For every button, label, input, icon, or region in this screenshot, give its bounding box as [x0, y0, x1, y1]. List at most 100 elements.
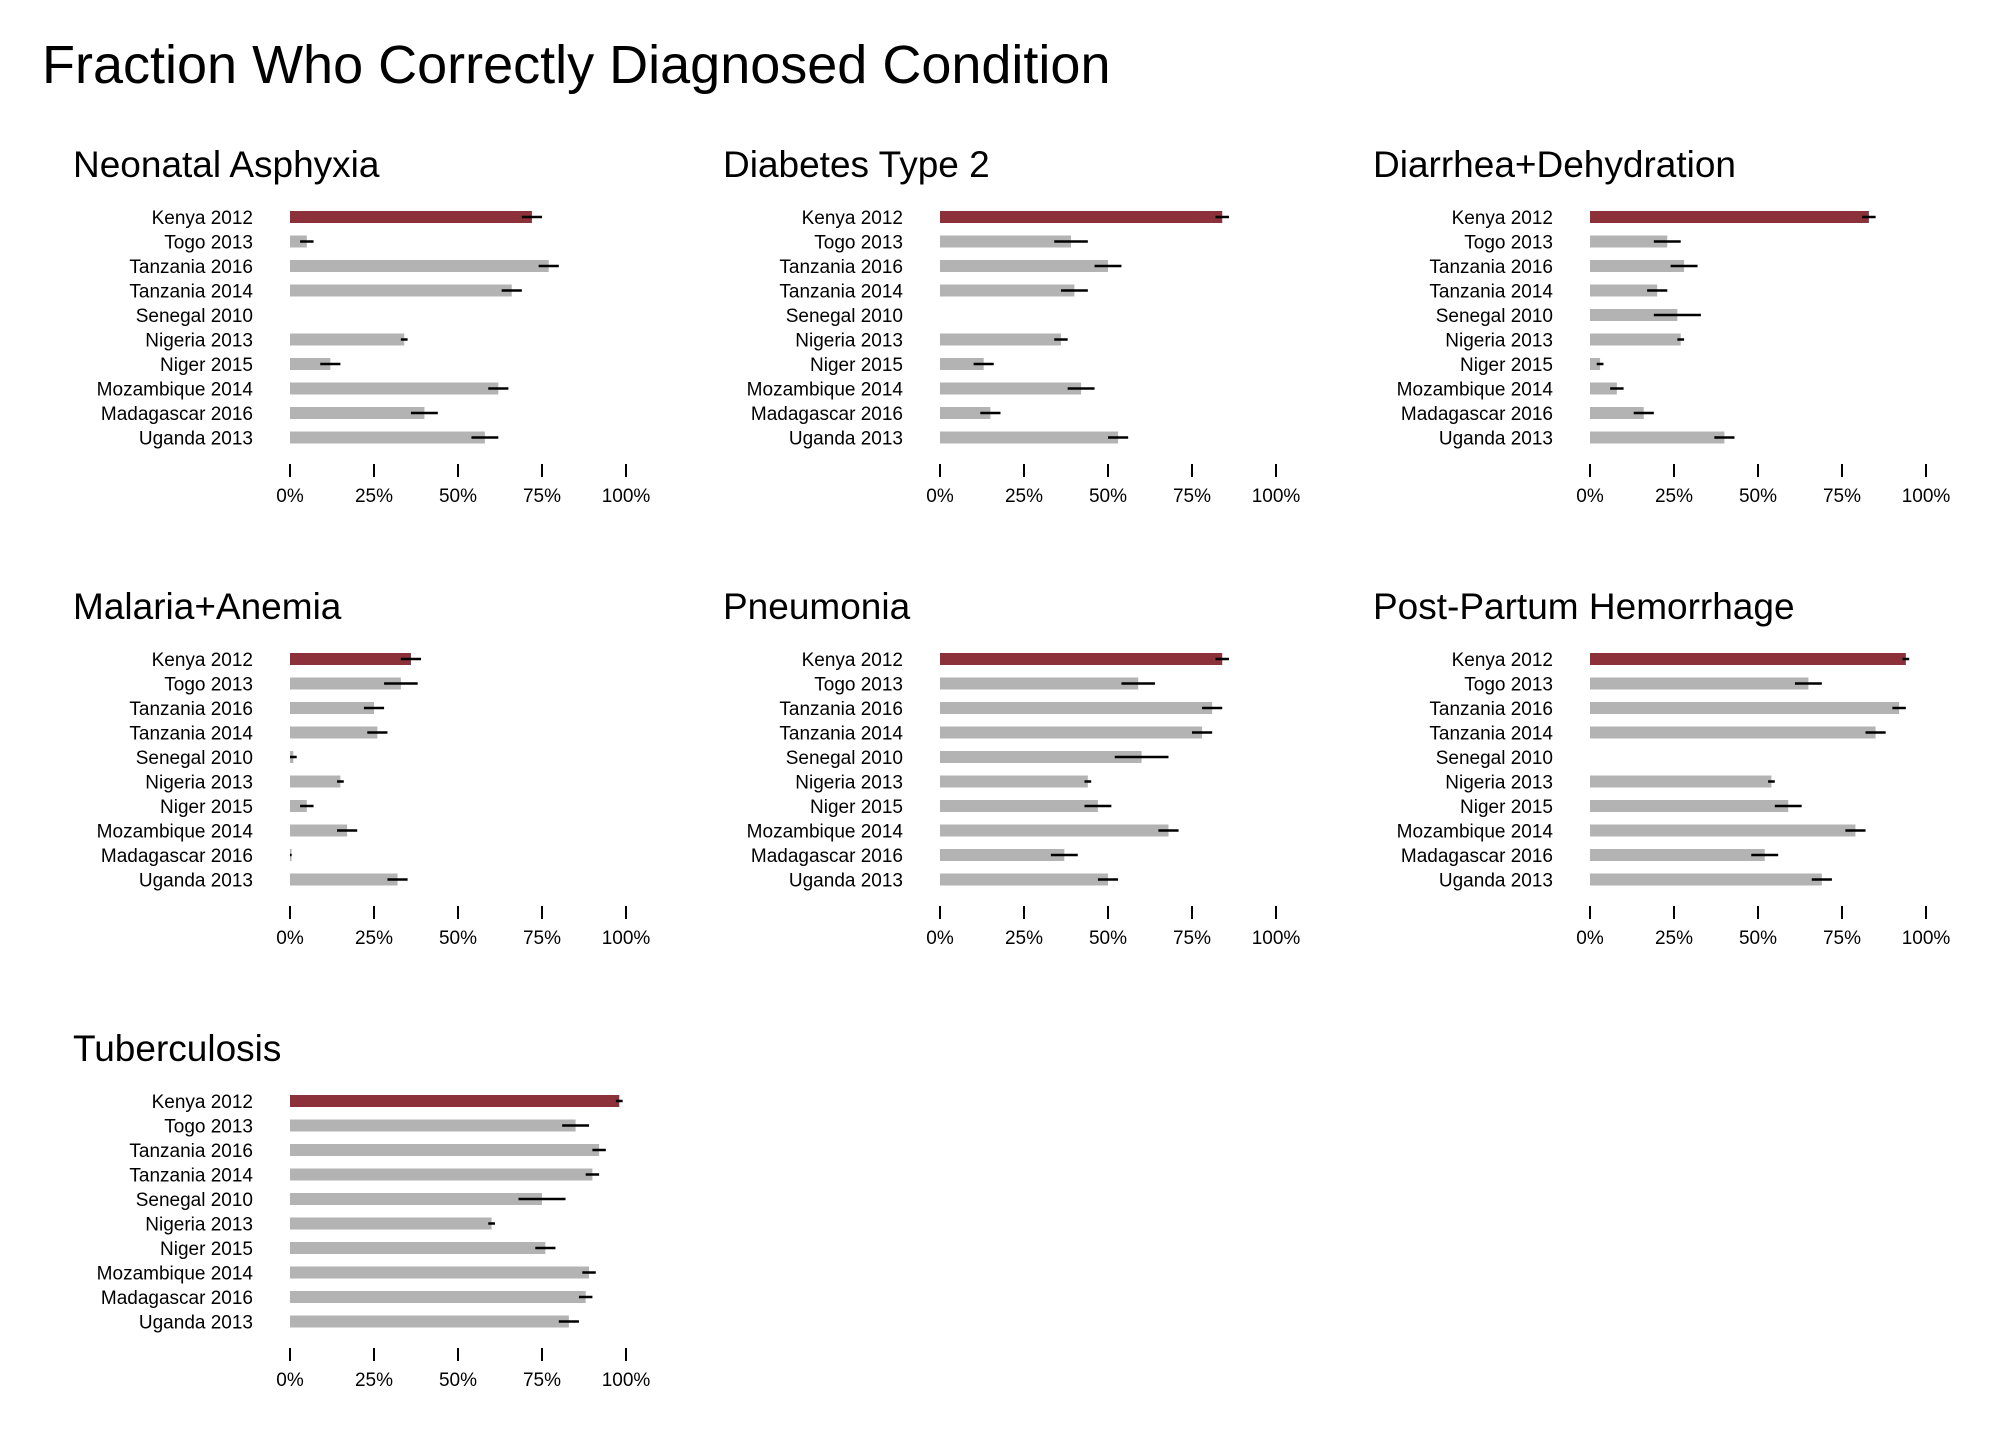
category-label: Uganda 2013 [139, 1313, 253, 1334]
category-label: Tanzania 2016 [1429, 257, 1553, 278]
category-label: Kenya 2012 [802, 208, 903, 229]
x-tick-label: 25% [355, 486, 393, 507]
x-tick-label: 100% [1902, 928, 1951, 949]
chart-panel: Tuberculosis Kenya 2012 Togo 2013 Tanzania … [73, 1028, 650, 1391]
bar [940, 211, 1223, 223]
x-tick-label: 25% [1655, 928, 1693, 949]
chart-panel: Diarrhea+Dehydration Kenya 2012 Togo 2013 T… [1373, 144, 1950, 507]
bar [1590, 800, 1789, 812]
bar [940, 382, 1082, 395]
category-label: Kenya 2012 [152, 1092, 253, 1113]
category-label: Mozambique 2014 [747, 822, 904, 843]
category-label: Tanzania 2016 [779, 257, 903, 278]
category-label: Niger 2015 [810, 797, 903, 818]
category-label: Tanzania 2014 [779, 282, 903, 303]
bar [940, 407, 991, 419]
bar [1590, 284, 1658, 297]
category-label: Tanzania 2016 [779, 699, 903, 720]
category-label: Mozambique 2014 [747, 380, 904, 401]
bar [1590, 849, 1765, 861]
category-label: Madagascar 2016 [751, 846, 903, 867]
category-label: Tanzania 2016 [129, 1141, 253, 1162]
x-tick-label: 25% [1005, 486, 1043, 507]
category-label: Niger 2015 [1460, 797, 1553, 818]
x-tick-label: 0% [1576, 928, 1604, 949]
panel-title: Tuberculosis [73, 1028, 281, 1069]
category-label: Kenya 2012 [1452, 208, 1553, 229]
bar [290, 1144, 600, 1156]
bar [1590, 677, 1809, 690]
category-label: Niger 2015 [160, 355, 253, 376]
category-label: Tanzania 2016 [129, 699, 253, 720]
x-tick-label: 25% [1005, 928, 1043, 949]
category-label: Kenya 2012 [152, 650, 253, 671]
x-tick-label: 100% [1902, 486, 1951, 507]
bar [1590, 653, 1906, 665]
category-label: Madagascar 2016 [101, 846, 253, 867]
category-label: Senegal 2010 [1436, 306, 1553, 327]
x-tick-label: 75% [1823, 928, 1861, 949]
category-label: Nigeria 2013 [795, 773, 903, 794]
bar [1590, 358, 1601, 370]
category-label: Nigeria 2013 [145, 1215, 253, 1236]
category-label: Senegal 2010 [786, 748, 903, 769]
category-label: Mozambique 2014 [1397, 822, 1554, 843]
x-tick-label: 0% [926, 486, 954, 507]
bar [1590, 726, 1876, 739]
bar [940, 751, 1142, 763]
x-tick-label: 50% [1739, 928, 1777, 949]
bar [290, 1119, 576, 1132]
category-label: Niger 2015 [1460, 355, 1553, 376]
category-label: Uganda 2013 [139, 429, 253, 450]
bar [1590, 382, 1617, 395]
bar [1590, 824, 1856, 837]
bar [940, 653, 1223, 665]
bar [1590, 873, 1822, 886]
x-tick-label: 75% [1823, 486, 1861, 507]
category-label: Tanzania 2014 [1429, 282, 1553, 303]
bar [1590, 309, 1678, 321]
category-label: Tanzania 2014 [1429, 724, 1553, 745]
category-label: Mozambique 2014 [97, 822, 254, 843]
bar [290, 431, 485, 444]
x-tick-label: 100% [602, 486, 651, 507]
bar [290, 1217, 492, 1230]
panel-title: Diabetes Type 2 [723, 144, 990, 185]
category-label: Kenya 2012 [802, 650, 903, 671]
bar [290, 235, 307, 248]
category-label: Madagascar 2016 [1401, 846, 1553, 867]
panel-title: Diarrhea+Dehydration [1373, 144, 1736, 185]
bar [940, 260, 1108, 272]
x-tick-label: 75% [1173, 486, 1211, 507]
category-label: Kenya 2012 [152, 208, 253, 229]
bar [290, 775, 341, 788]
x-tick-label: 0% [276, 928, 304, 949]
category-label: Uganda 2013 [1439, 429, 1553, 450]
category-label: Nigeria 2013 [1445, 773, 1553, 794]
bar [290, 702, 374, 714]
bar [940, 358, 984, 370]
panel-title: Pneumonia [723, 586, 911, 627]
x-tick-label: 75% [523, 928, 561, 949]
chart-panel: Post-Partum Hemorrhage Kenya 2012 Togo 201… [1373, 586, 1950, 949]
bar [1590, 431, 1725, 444]
x-tick-label: 100% [602, 1370, 651, 1391]
x-tick-label: 0% [276, 486, 304, 507]
bar [940, 333, 1061, 346]
bar [940, 235, 1072, 248]
bar [940, 726, 1203, 739]
bar [290, 1168, 593, 1181]
x-tick-label: 50% [439, 928, 477, 949]
category-label: Togo 2013 [814, 233, 903, 254]
category-label: Tanzania 2014 [129, 282, 253, 303]
bar [290, 824, 348, 837]
category-label: Tanzania 2014 [129, 724, 253, 745]
x-tick-label: 25% [355, 928, 393, 949]
category-label: Mozambique 2014 [1397, 380, 1554, 401]
category-label: Uganda 2013 [789, 871, 903, 892]
bar [290, 1193, 542, 1205]
x-tick-label: 75% [523, 1370, 561, 1391]
bar [290, 1242, 546, 1254]
category-label: Niger 2015 [810, 355, 903, 376]
